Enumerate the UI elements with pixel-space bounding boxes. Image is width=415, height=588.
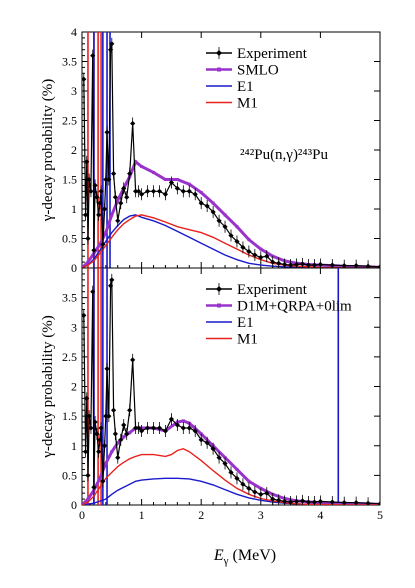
model-point <box>104 462 108 466</box>
y-tick-label: 4 <box>71 25 77 39</box>
model-point <box>98 476 102 480</box>
y-tick-label: 0.5 <box>62 468 77 482</box>
model-point <box>175 178 179 181</box>
y-tick-label: 2.5 <box>62 114 77 128</box>
model-point <box>134 160 138 164</box>
model-point <box>199 190 203 194</box>
model-point <box>259 247 263 251</box>
legend-marker <box>217 303 221 308</box>
legend-label: SMLO <box>237 63 279 79</box>
model-point <box>128 431 132 435</box>
bottom-panel: 0 1 2 3 4 5 0 0.5 1 1.5 2 2.5 3 3.5 γ-decay probabilit… <box>40 267 383 522</box>
y-tick-label: 1.5 <box>62 173 77 187</box>
y-tick-label: 2.5 <box>62 350 77 364</box>
model-point <box>181 419 185 423</box>
experiment-point <box>82 76 87 82</box>
model-point <box>86 497 90 501</box>
series-line-2 <box>82 477 380 505</box>
model-point <box>187 182 191 186</box>
model-point <box>116 198 120 202</box>
model-point <box>116 441 120 445</box>
experiment-point <box>377 264 380 268</box>
y-axis-label: γ-decay probability (%) <box>40 79 56 222</box>
legend-label: Experiment <box>237 282 308 298</box>
x-tick-label: 2 <box>198 508 204 522</box>
experiment-point <box>82 312 87 318</box>
model-point <box>140 165 144 169</box>
legend-label: M1 <box>237 96 258 112</box>
y-tick-label: 0.5 <box>62 232 77 246</box>
reaction-annotation: ²⁴²Pu(n,γ)²⁴³Pu <box>240 147 329 163</box>
model-point <box>98 242 102 246</box>
y-tick-label: 1.5 <box>62 409 77 423</box>
x-axis-label-symbol: E <box>213 547 224 564</box>
model-point <box>211 201 215 205</box>
y-tick-label: 0 <box>71 498 77 512</box>
y-axis-label: γ-decay probability (%) <box>40 315 56 458</box>
model-point <box>247 479 251 483</box>
x-tick-label: 3 <box>258 508 264 522</box>
series-line-1 <box>82 159 380 268</box>
legend-label: D1M+QRPA+0lim <box>237 299 352 315</box>
legend-label: Experiment <box>237 46 308 62</box>
model-point <box>110 213 114 217</box>
series-line-3 <box>82 447 380 505</box>
y-tick-label: 3.5 <box>62 55 77 69</box>
y-tick-label: 0 <box>71 261 77 275</box>
x-tick-label: 4 <box>317 508 323 522</box>
x-tick-label: 5 <box>377 508 383 522</box>
top-panel: 0 0.5 1 1.5 2 2.5 3 3.5 4 γ-decay probability (%)… <box>40 25 381 275</box>
series-line-0 <box>83 43 380 268</box>
legend-marker <box>217 67 221 72</box>
model-point <box>86 260 90 264</box>
y-tick-label: 1 <box>71 439 77 453</box>
y-tick-label: 2 <box>71 380 77 394</box>
model-point <box>104 231 108 235</box>
y-tick-label: 1 <box>71 202 77 216</box>
legend-label: E1 <box>237 315 254 331</box>
model-point <box>110 450 114 454</box>
x-tick-label: 0 <box>79 508 85 522</box>
model-point <box>152 170 156 174</box>
x-tick-label: 1 <box>139 508 145 522</box>
model-point <box>235 225 239 229</box>
y-tick-label: 3 <box>71 320 77 334</box>
model-point <box>122 435 126 439</box>
y-tick-label: 2 <box>71 143 77 157</box>
legend-label: M1 <box>237 332 258 348</box>
y-tick-label: 3 <box>71 84 77 98</box>
model-point <box>235 467 239 471</box>
model-point <box>223 213 227 217</box>
plot-area <box>82 268 380 505</box>
model-point <box>247 238 251 242</box>
x-axis-label: Eγ (MeV) <box>213 547 276 567</box>
plot-area <box>82 32 380 268</box>
model-point <box>163 178 167 181</box>
experiment-point <box>377 501 380 505</box>
x-axis-label-unit: (MeV) <box>229 547 277 564</box>
legend-label: E1 <box>237 79 254 95</box>
y-tick-label: 3.5 <box>62 291 77 305</box>
x-axis-label-subscript: γ <box>223 555 229 567</box>
